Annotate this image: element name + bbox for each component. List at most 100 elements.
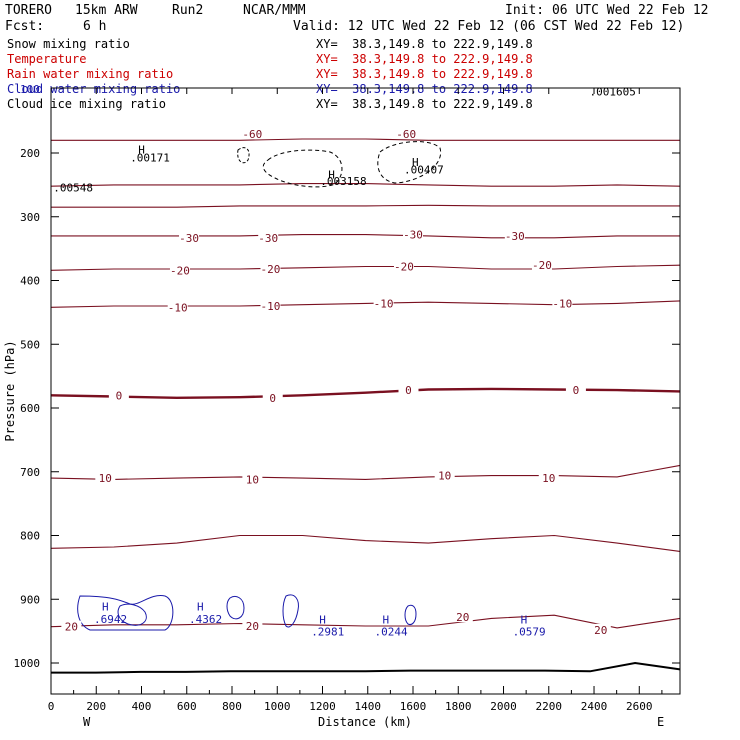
header-fcst-value: 6 h xyxy=(83,19,107,34)
x-tick-label: 2400 xyxy=(581,700,608,713)
x-tick-label: 200 xyxy=(86,700,106,713)
x-tick-label: 2200 xyxy=(536,700,563,713)
header-model: TORERO xyxy=(5,3,52,18)
temp-label: 0 xyxy=(116,389,123,402)
temp-label-bg xyxy=(531,259,552,271)
max-value-label: .00407 xyxy=(404,163,444,176)
temp-label-bg xyxy=(504,229,525,241)
temp-label: -60 xyxy=(242,128,262,141)
cloud-water-contour-3 xyxy=(226,595,245,620)
temperature-contour--40 xyxy=(51,204,680,208)
temp-label-bg xyxy=(260,300,281,311)
field-label-snow: Snow mixing ratio xyxy=(7,37,130,51)
temp-label-bg xyxy=(434,469,455,481)
east-label: E xyxy=(657,715,664,729)
label-layer: -60 -60 -30 -30 -30 -30 -20 -20 -20 -20 -10 -10 -10 -… xyxy=(53,86,636,639)
x-tick-label: 1200 xyxy=(309,700,336,713)
temp-label-bg xyxy=(95,472,116,484)
cloud-water-contour-5 xyxy=(404,604,417,625)
y-tick-label: 500 xyxy=(20,338,40,351)
contour-layer xyxy=(50,138,681,674)
max-value-label: .4362 xyxy=(189,613,222,626)
header-init: Init: 06 UTC Wed 22 Feb 12 xyxy=(505,3,709,18)
temp-label-bg xyxy=(373,297,394,309)
temp-label-bg xyxy=(590,623,611,635)
max-marker-h: H xyxy=(102,601,109,614)
y-tick-label: 200 xyxy=(20,147,40,160)
field-label-cloud-water: Cloud water mixing ratio xyxy=(7,82,181,96)
temp-label-bg xyxy=(167,301,188,313)
y-tick-label: 700 xyxy=(20,466,40,479)
max-marker-h: H xyxy=(383,613,390,626)
temperature-contour--50 xyxy=(50,183,681,187)
temp-label: -10 xyxy=(374,297,394,310)
temp-label-bg xyxy=(169,264,190,276)
temp-label-bg xyxy=(242,473,263,485)
temperature-contour--30 xyxy=(51,234,680,239)
max-marker-h: H xyxy=(138,144,145,157)
x-tick-label: 1400 xyxy=(355,700,382,713)
cloud-water-contour-4 xyxy=(282,594,299,628)
temp-label: -30 xyxy=(258,232,278,245)
temp-label: -10 xyxy=(552,297,572,310)
y-tick-label: 300 xyxy=(20,211,40,224)
temp-label: 10 xyxy=(542,472,555,485)
cloud-water-contour-1 xyxy=(77,595,174,631)
temp-label-bg xyxy=(552,297,573,309)
west-label: W xyxy=(83,715,91,729)
x-tick-label: 1000 xyxy=(264,700,291,713)
temp-label-bg xyxy=(260,263,281,275)
max-value-label: .0579 xyxy=(513,626,546,639)
axes-layer: 0 200 400 600 800 1000 1200 1400 1600 1800 2000 220… xyxy=(14,83,680,713)
max-value-label: .0244 xyxy=(375,626,408,639)
x-tick-label: 2000 xyxy=(490,700,517,713)
max-marker-h: H xyxy=(328,169,335,182)
y-tick-label: 1000 xyxy=(14,657,41,670)
temp-label-bg xyxy=(61,620,82,632)
x-tick-label: 2600 xyxy=(626,700,653,713)
header-resolution: 15km ARW xyxy=(75,3,138,18)
field-label-temperature: Temperature xyxy=(7,52,87,66)
max-marker-h: H xyxy=(412,156,419,169)
max-value-label: .00171 xyxy=(130,151,170,164)
temp-label-bg xyxy=(452,611,473,623)
x-tick-label: 0 xyxy=(48,700,55,713)
temp-label: 10 xyxy=(246,473,259,486)
temp-label: -20 xyxy=(532,259,552,272)
temp-label: 20 xyxy=(456,611,469,624)
x-tick-label: 800 xyxy=(222,700,242,713)
x-axis-label: Distance (km) xyxy=(318,715,412,729)
x-tick-label: 1800 xyxy=(445,700,472,713)
temp-label: -60 xyxy=(396,128,416,141)
temp-label-bg xyxy=(538,472,559,484)
max-marker-h: H xyxy=(521,613,528,626)
temp-label-bg xyxy=(179,231,200,243)
temp-label: 20 xyxy=(594,624,607,637)
y-tick-label: 400 xyxy=(20,275,40,288)
temp-label: -30 xyxy=(505,230,525,243)
field-label-cloud-ice: Cloud ice mixing ratio xyxy=(7,97,166,111)
x-tick-label: 600 xyxy=(177,700,197,713)
xy-snow: XY= 38.3,149.8 to 222.9,149.8 xyxy=(316,37,533,51)
header-org: NCAR/MMM xyxy=(243,3,306,18)
x-tick-label: 400 xyxy=(132,700,152,713)
temperature-contour-unlabeled xyxy=(50,534,681,552)
temperature-contour--10 xyxy=(50,300,681,308)
temp-label: -30 xyxy=(403,229,423,242)
temp-label-bg xyxy=(565,384,586,396)
temperature-contour--20 xyxy=(50,264,681,271)
y-tick-label: 800 xyxy=(20,530,40,543)
temp-label: 0 xyxy=(405,384,412,397)
snow-contour-2 xyxy=(377,141,442,184)
max-value-label: .2981 xyxy=(311,626,344,639)
xy-temperature: XY= 38.3,149.8 to 222.9,149.8 xyxy=(316,52,533,66)
xy-cloud-ice: XY= 38.3,149.8 to 222.9,149.8 xyxy=(316,97,533,111)
temp-label-bg xyxy=(108,389,129,401)
temp-label: -10 xyxy=(261,300,281,313)
temp-label: 0 xyxy=(573,384,580,397)
max-value-label: .001605 xyxy=(589,86,635,99)
max-value-label: .00548 xyxy=(53,181,93,194)
xy-rain: XY= 38.3,149.8 to 222.9,149.8 xyxy=(316,67,533,81)
temp-label: -20 xyxy=(261,263,281,276)
